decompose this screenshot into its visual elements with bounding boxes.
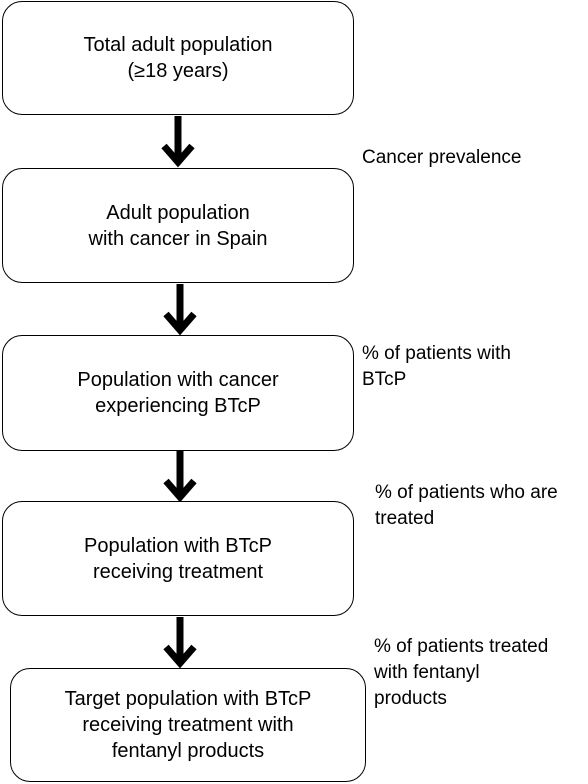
label-percent-patients-treated: % of patients who are treated — [375, 482, 558, 529]
box-population-receiving-treatment: Population with BTcP receiving treatment — [2, 501, 354, 616]
box-population-receiving-treatment-text: Population with BTcP receiving treatment — [84, 534, 272, 583]
label-percent-patients-fentanyl: % of patients treated with fentanyl prod… — [374, 636, 549, 709]
box-total-adult-population-text: Total adult population (≥18 years) — [83, 34, 273, 82]
arrow-2 — [163, 284, 197, 336]
box-total-adult-population: Total adult population (≥18 years) — [2, 1, 354, 115]
arrow-4 — [163, 617, 197, 669]
box-population-experiencing-btcp-text: Population with cancer experiencing BTcP — [77, 369, 279, 417]
label-percent-patients-with-btcp: % of patients with BTcP — [362, 343, 511, 390]
arrow-3 — [163, 451, 197, 503]
box-target-population-text: Target population with BTcP receiving tr… — [64, 688, 312, 762]
label-cancer-prevalence: Cancer prevalence — [362, 147, 522, 168]
box-adult-population-with-cancer-text: Adult population with cancer in Spain — [88, 201, 268, 250]
box-population-experiencing-btcp: Population with cancer experiencing BTcP — [2, 335, 354, 451]
arrow-1 — [161, 116, 195, 168]
box-target-population: Target population with BTcP receiving tr… — [10, 668, 366, 782]
box-adult-population-with-cancer: Adult population with cancer in Spain — [2, 168, 354, 283]
